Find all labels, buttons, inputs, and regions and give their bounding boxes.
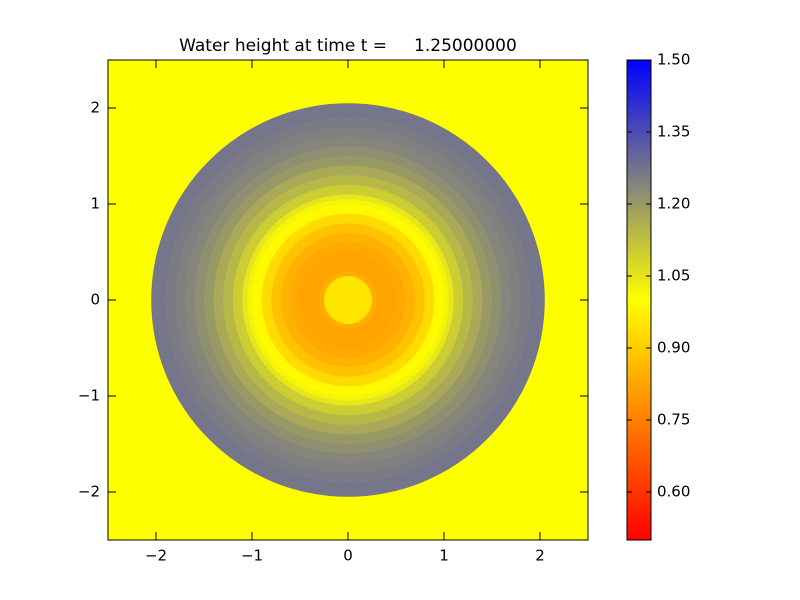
x-tick-label: 1 [439,547,449,565]
colorbar-tick-label: 0.60 [657,483,690,501]
y-tick-label: −2 [78,483,100,501]
x-tick-label: −2 [145,547,167,565]
chart-title: Water height at time t = 1.25000000 [179,36,517,56]
heatmap [108,60,588,540]
y-tick-label: 1 [90,195,100,213]
colorbar [626,59,652,541]
colorbar-tick-label: 1.20 [657,195,690,213]
heatmap-ring [324,276,372,324]
x-tick-label: −1 [241,547,263,565]
y-tick-label: 2 [90,99,100,117]
colorbar-tick-label: 0.90 [657,339,690,357]
colorbar-tick-label: 1.05 [657,267,690,285]
colorbar-tick-label: 1.50 [657,51,690,69]
x-tick-label: 2 [535,547,545,565]
y-tick-label: 0 [90,291,100,309]
y-tick-label: −1 [78,387,100,405]
colorbar-tick-label: 1.35 [657,123,690,141]
x-tick-label: 0 [343,547,353,565]
colorbar-tick-label: 0.75 [657,411,690,429]
